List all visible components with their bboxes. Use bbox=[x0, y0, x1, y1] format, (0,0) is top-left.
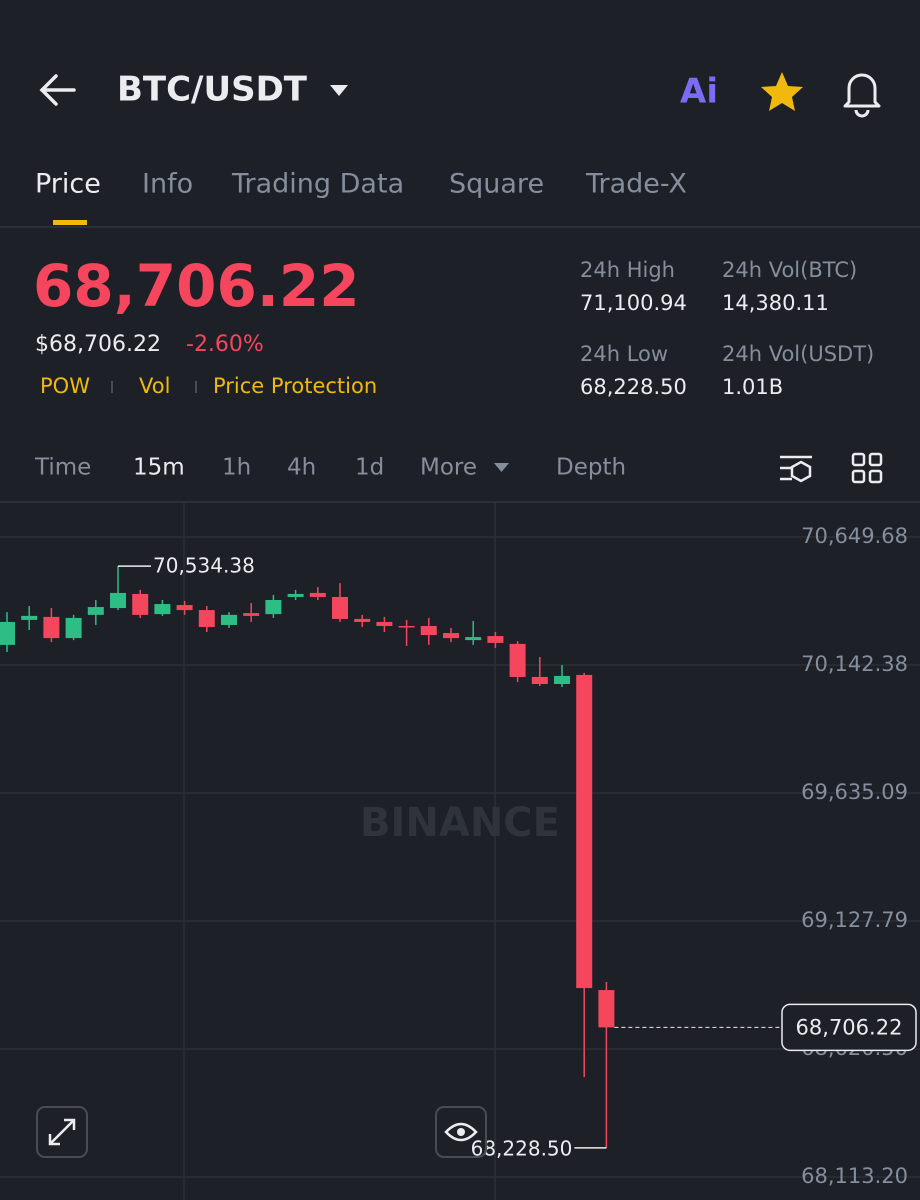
candle-body bbox=[243, 613, 260, 616]
candle-body bbox=[65, 617, 82, 639]
stat-value: 14,380.11 bbox=[722, 291, 829, 315]
y-tick-label: 70,649.68 bbox=[801, 524, 908, 548]
candle-body bbox=[287, 593, 304, 597]
y-tick-label: 70,142.38 bbox=[801, 652, 908, 676]
candle-body bbox=[376, 621, 393, 626]
stat-label: 24h Vol(USDT) bbox=[722, 342, 874, 366]
candle-body bbox=[221, 614, 237, 625]
interval[interactable]: More bbox=[420, 455, 477, 481]
visibility-button[interactable] bbox=[435, 1106, 487, 1158]
candle-body bbox=[198, 610, 215, 627]
more-caret[interactable] bbox=[494, 463, 509, 472]
tab[interactable]: Trading Data bbox=[231, 169, 404, 200]
tab[interactable]: Trade-X bbox=[585, 169, 687, 200]
stat-value: 71,100.94 bbox=[580, 291, 687, 315]
last-price: 68,706.22 bbox=[33, 252, 360, 320]
tab-indicator bbox=[53, 220, 87, 225]
tab[interactable]: Square bbox=[449, 169, 544, 200]
candle-body bbox=[154, 604, 171, 615]
tab[interactable]: Info bbox=[142, 169, 193, 200]
interval[interactable]: Time bbox=[34, 455, 91, 481]
stat-label: 24h High bbox=[580, 258, 675, 282]
candle-body bbox=[598, 990, 615, 1028]
candle-body bbox=[265, 599, 282, 615]
tag[interactable]: Price Protection bbox=[213, 374, 377, 398]
stat-label: 24h Vol(BTC) bbox=[722, 258, 857, 282]
interval[interactable]: 4h bbox=[287, 455, 316, 481]
candle-body bbox=[110, 592, 126, 609]
y-tick-label: 68,113.20 bbox=[801, 1164, 908, 1188]
stat-value: 1.01B bbox=[722, 375, 783, 399]
y-tick-label: 69,635.09 bbox=[801, 780, 908, 804]
favorite-star[interactable] bbox=[761, 72, 803, 111]
candle-body bbox=[443, 633, 459, 639]
ai-button[interactable]: Ai bbox=[680, 72, 718, 112]
stat-value: 68,228.50 bbox=[580, 375, 687, 399]
candle-body bbox=[531, 676, 548, 685]
layout-icon[interactable] bbox=[851, 452, 883, 484]
last-price-box bbox=[781, 1003, 917, 1052]
candle-body bbox=[509, 643, 526, 677]
candle-body bbox=[21, 615, 38, 620]
candle-body bbox=[332, 596, 348, 619]
interval[interactable]: 15m bbox=[133, 455, 185, 481]
candle-body bbox=[176, 605, 193, 611]
candle-body bbox=[309, 592, 326, 597]
candle-body bbox=[576, 674, 593, 989]
last-price-label: 68,706.22 bbox=[796, 1015, 903, 1039]
candle-body bbox=[465, 637, 482, 641]
pair-dropdown[interactable] bbox=[330, 85, 348, 96]
low-label: 68,228.50 bbox=[471, 1136, 573, 1160]
stat-label: 24h Low bbox=[580, 342, 668, 366]
fiat-price: $68,706.22 bbox=[35, 332, 161, 357]
chart: BINANCE 70,649.68 70,142.38 69,635.09 69,127… bbox=[0, 524, 920, 1188]
tag[interactable]: POW bbox=[40, 374, 90, 398]
bell-icon[interactable] bbox=[843, 73, 881, 118]
high-label: 70,534.38 bbox=[153, 554, 255, 578]
candle-body bbox=[487, 636, 504, 643]
interval[interactable]: 1d bbox=[355, 455, 384, 481]
interval[interactable]: Depth bbox=[556, 455, 626, 481]
pair-title[interactable]: BTC/USDT bbox=[117, 70, 308, 110]
indicator-icon[interactable] bbox=[780, 455, 812, 483]
candle-body bbox=[87, 607, 104, 615]
interval[interactable]: 1h bbox=[222, 455, 251, 481]
candle-body bbox=[554, 675, 570, 685]
watermark: BINANCE bbox=[360, 800, 560, 846]
price-change: -2.60% bbox=[186, 332, 264, 357]
candle-body bbox=[398, 625, 415, 628]
candle-body bbox=[132, 593, 149, 615]
candle-body bbox=[420, 625, 437, 636]
fullscreen-button[interactable] bbox=[36, 1106, 88, 1158]
tab[interactable]: Price bbox=[35, 169, 101, 200]
back-button[interactable] bbox=[39, 74, 76, 106]
candle-body bbox=[354, 618, 371, 622]
y-tick-label: 69,127.79 bbox=[801, 908, 908, 932]
candle-body bbox=[43, 616, 60, 639]
candle-body bbox=[0, 621, 15, 645]
tag[interactable]: Vol bbox=[139, 374, 170, 398]
